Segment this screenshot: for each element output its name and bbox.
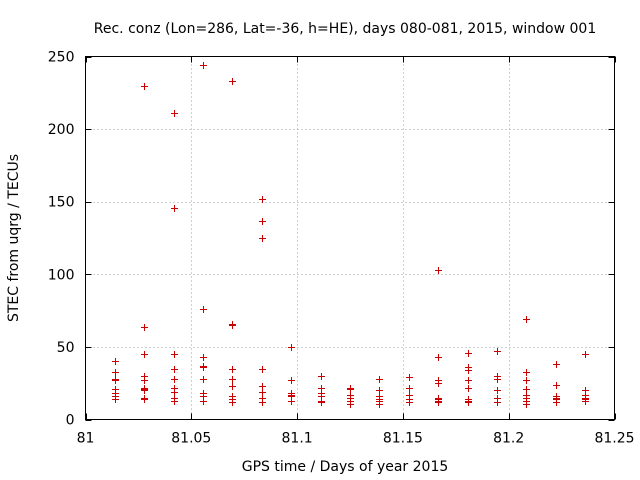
data-point [435, 267, 442, 274]
data-point [200, 364, 207, 371]
data-point [523, 386, 530, 393]
data-point [171, 351, 178, 358]
chart-title: Rec. conz (Lon=286, Lat=-36, h=HE), days… [94, 21, 596, 37]
data-point [171, 366, 178, 373]
data-point [494, 399, 501, 406]
data-point [406, 385, 413, 392]
data-point [494, 376, 501, 383]
y-tick-label: 200 [48, 122, 75, 138]
data-point [259, 218, 266, 225]
data-point [465, 377, 472, 384]
data-point [229, 399, 236, 406]
y-tick-label: 150 [48, 195, 75, 211]
grid-lines [85, 56, 615, 420]
x-tick-label: 81.1 [282, 431, 313, 447]
data-point [435, 380, 442, 387]
x-tick-label: 81 [77, 431, 95, 447]
y-tick-label: 100 [48, 267, 75, 283]
data-point [553, 361, 560, 368]
data-point [229, 78, 236, 85]
data-point [435, 354, 442, 361]
data-point [347, 386, 354, 393]
data-point [376, 376, 383, 383]
data-point [288, 377, 295, 384]
data-point [376, 401, 383, 408]
data-point [435, 399, 442, 406]
data-point [259, 399, 266, 406]
data-point [171, 376, 178, 383]
data-point [229, 322, 236, 329]
data-point [200, 306, 207, 313]
data-point [112, 377, 119, 384]
data-point [523, 369, 530, 376]
data-point [523, 316, 530, 323]
data-point [553, 382, 560, 389]
data-point [112, 396, 119, 403]
data-point [141, 83, 148, 90]
data-point [112, 358, 119, 365]
y-axis-title: STEC from uqrg / TECUs [6, 154, 22, 322]
data-point [494, 387, 501, 394]
data-point [259, 389, 266, 396]
x-tick-labels: 81 81.05 81.1 81.15 81.2 81.25 [77, 431, 635, 447]
plot-frame [85, 56, 615, 420]
data-point [523, 377, 530, 384]
data-point [259, 383, 266, 390]
y-tick-labels: 0 50 100 150 200 250 [48, 50, 75, 429]
data-point [171, 110, 178, 117]
data-point [200, 354, 207, 361]
data-point [318, 373, 325, 380]
data-point [259, 235, 266, 242]
x-tick-label: 81.25 [594, 431, 634, 447]
x-axis-title: GPS time / Days of year 2015 [242, 459, 449, 475]
x-tick-label: 81.05 [171, 431, 211, 447]
data-point [318, 399, 325, 406]
data-point [200, 62, 207, 69]
data-point [582, 398, 589, 405]
y-tick-label: 50 [57, 340, 75, 356]
data-point [288, 398, 295, 405]
data-point [229, 376, 236, 383]
data-point [141, 396, 148, 403]
data-point [229, 383, 236, 390]
data-points [112, 62, 589, 408]
data-point [259, 366, 266, 373]
data-point [465, 350, 472, 357]
y-tick-label: 250 [48, 50, 75, 66]
axis-ticks [85, 56, 616, 421]
data-point [200, 376, 207, 383]
x-tick-label: 81.2 [493, 431, 524, 447]
data-point [288, 344, 295, 351]
data-point [171, 205, 178, 212]
data-point [406, 374, 413, 381]
data-point [523, 401, 530, 408]
data-point [494, 348, 501, 355]
data-point [200, 398, 207, 405]
data-point [141, 377, 148, 384]
data-point [347, 401, 354, 408]
data-point [465, 367, 472, 374]
data-point [465, 399, 472, 406]
data-point [376, 387, 383, 394]
data-point [465, 385, 472, 392]
data-point [582, 351, 589, 358]
data-point [259, 196, 266, 203]
data-point [229, 366, 236, 373]
data-point [171, 398, 178, 405]
data-point [141, 387, 148, 394]
data-point [141, 351, 148, 358]
y-tick-label: 0 [66, 413, 75, 429]
data-point [112, 369, 119, 376]
data-point [553, 399, 560, 406]
x-tick-label: 81.15 [383, 431, 423, 447]
data-point [141, 324, 148, 331]
data-point [171, 389, 178, 396]
data-point [406, 399, 413, 406]
